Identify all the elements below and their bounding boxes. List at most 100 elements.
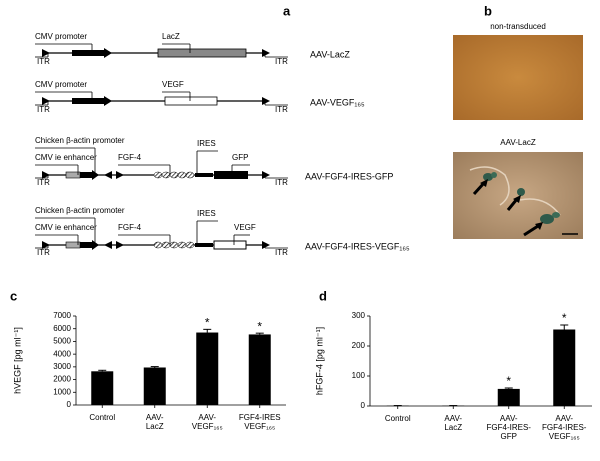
fgf4-segment (185, 241, 195, 249)
x-tick-label: VEGF₁₆₅ (549, 432, 580, 441)
construct-label: ITR (275, 57, 288, 66)
fgf4-segment (177, 171, 187, 179)
x-tick-label: FGF4-IRES- (487, 423, 532, 432)
itr (42, 241, 50, 249)
construct-label: LacZ (162, 32, 180, 41)
fgf4-segment (161, 241, 171, 249)
construct-name: AAV-FGF4-IRES-GFP (305, 171, 393, 181)
construct-label: ITR (37, 248, 50, 257)
promoter (80, 240, 99, 250)
fgf4-segment (185, 171, 195, 179)
construct-label: CMV promoter (35, 80, 87, 89)
significance-mark: * (562, 311, 567, 325)
bar (553, 329, 576, 406)
fgf4-segment (161, 171, 171, 179)
y-tick-label: 5000 (53, 337, 71, 346)
construct-label: FGF-4 (118, 223, 142, 232)
fgf4-segment (177, 241, 187, 249)
bar (248, 334, 271, 405)
itr (42, 171, 50, 179)
construct-label: GFP (232, 153, 248, 162)
error-bar (504, 387, 513, 389)
construct-label: ITR (37, 57, 50, 66)
promoter (80, 170, 99, 180)
construct-label: FGF-4 (118, 153, 142, 162)
construct-name: AAV-LacZ (310, 49, 350, 59)
x-tick-label: Control (89, 413, 115, 422)
construct-label: VEGF (234, 223, 256, 232)
y-tick-label: 6000 (53, 324, 71, 333)
y-axis-label: hVEGF [pg ml⁻¹] (12, 327, 22, 394)
y-tick-label: 0 (361, 401, 366, 410)
error-bar (98, 369, 107, 372)
error-bar (203, 328, 212, 333)
itr (42, 97, 50, 105)
x-tick-label: AAV- (500, 414, 518, 423)
y-tick-label: 300 (352, 311, 366, 320)
x-tick-label: VEGF₁₆₅ (244, 422, 275, 431)
bar (91, 371, 114, 405)
gene-box (157, 48, 247, 58)
construct-label: IRES (197, 209, 216, 218)
significance-mark: * (257, 319, 262, 333)
construct-label: IRES (197, 139, 216, 148)
construct-label: Chicken β-actin promoter (35, 206, 125, 215)
fgf4-segment (153, 171, 163, 179)
y-tick-label: 0 (67, 400, 72, 409)
gene-box (214, 171, 248, 179)
x-tick-label: LacZ (444, 423, 462, 432)
significance-mark: * (205, 316, 210, 330)
y-tick-label: 1000 (53, 387, 71, 396)
fgf4-segment (169, 241, 179, 249)
error-bar (150, 366, 159, 368)
x-tick-label: GFP (501, 432, 517, 441)
panel-label: a (283, 3, 291, 18)
construct-label: ITR (275, 105, 288, 114)
image-label: non-transduced (490, 22, 546, 31)
construct-name: AAV-FGF4-IRES-VEGF₁₆₅ (305, 241, 410, 251)
splice (104, 171, 124, 179)
bar (497, 388, 520, 406)
y-tick-label: 200 (352, 341, 366, 350)
bar (196, 332, 219, 405)
itr (262, 97, 270, 105)
panel-label: b (484, 3, 492, 18)
itr (262, 49, 270, 57)
gene-box (164, 96, 218, 106)
error-bar (255, 332, 264, 335)
micrograph (453, 35, 583, 120)
x-tick-label: FGF4-IRES (239, 413, 281, 422)
y-tick-label: 3000 (53, 362, 71, 371)
panel-label: c (10, 288, 17, 303)
construct-label: CMV ie enhancer (35, 153, 97, 162)
y-tick-label: 2000 (53, 375, 71, 384)
construct-label: ITR (275, 178, 288, 187)
x-tick-label: AAV- (555, 414, 573, 423)
significance-mark: * (506, 374, 511, 388)
itr (262, 171, 270, 179)
itr (42, 49, 50, 57)
splice (104, 241, 124, 249)
construct-label: CMV ie enhancer (35, 223, 97, 232)
construct-label: ITR (37, 105, 50, 114)
x-tick-label: Control (385, 414, 411, 423)
ires (195, 243, 213, 247)
x-tick-label: AAV- (198, 413, 216, 422)
x-tick-label: VEGF₁₆₅ (192, 422, 223, 431)
construct-label: ITR (37, 178, 50, 187)
itr (262, 241, 270, 249)
construct-name: AAV-VEGF₁₆₅ (310, 97, 365, 107)
y-tick-label: 7000 (53, 311, 71, 320)
x-tick-label: AAV- (444, 414, 462, 423)
y-axis-label: hFGF-4 [pg ml⁻¹] (314, 327, 324, 395)
ires (195, 173, 213, 177)
bar (143, 367, 166, 405)
gene-box (213, 240, 247, 250)
panel-label: d (319, 288, 327, 303)
image-label: AAV-LacZ (500, 138, 536, 147)
fgf4-segment (153, 241, 163, 249)
x-tick-label: AAV- (146, 413, 164, 422)
error-bar (560, 324, 569, 330)
